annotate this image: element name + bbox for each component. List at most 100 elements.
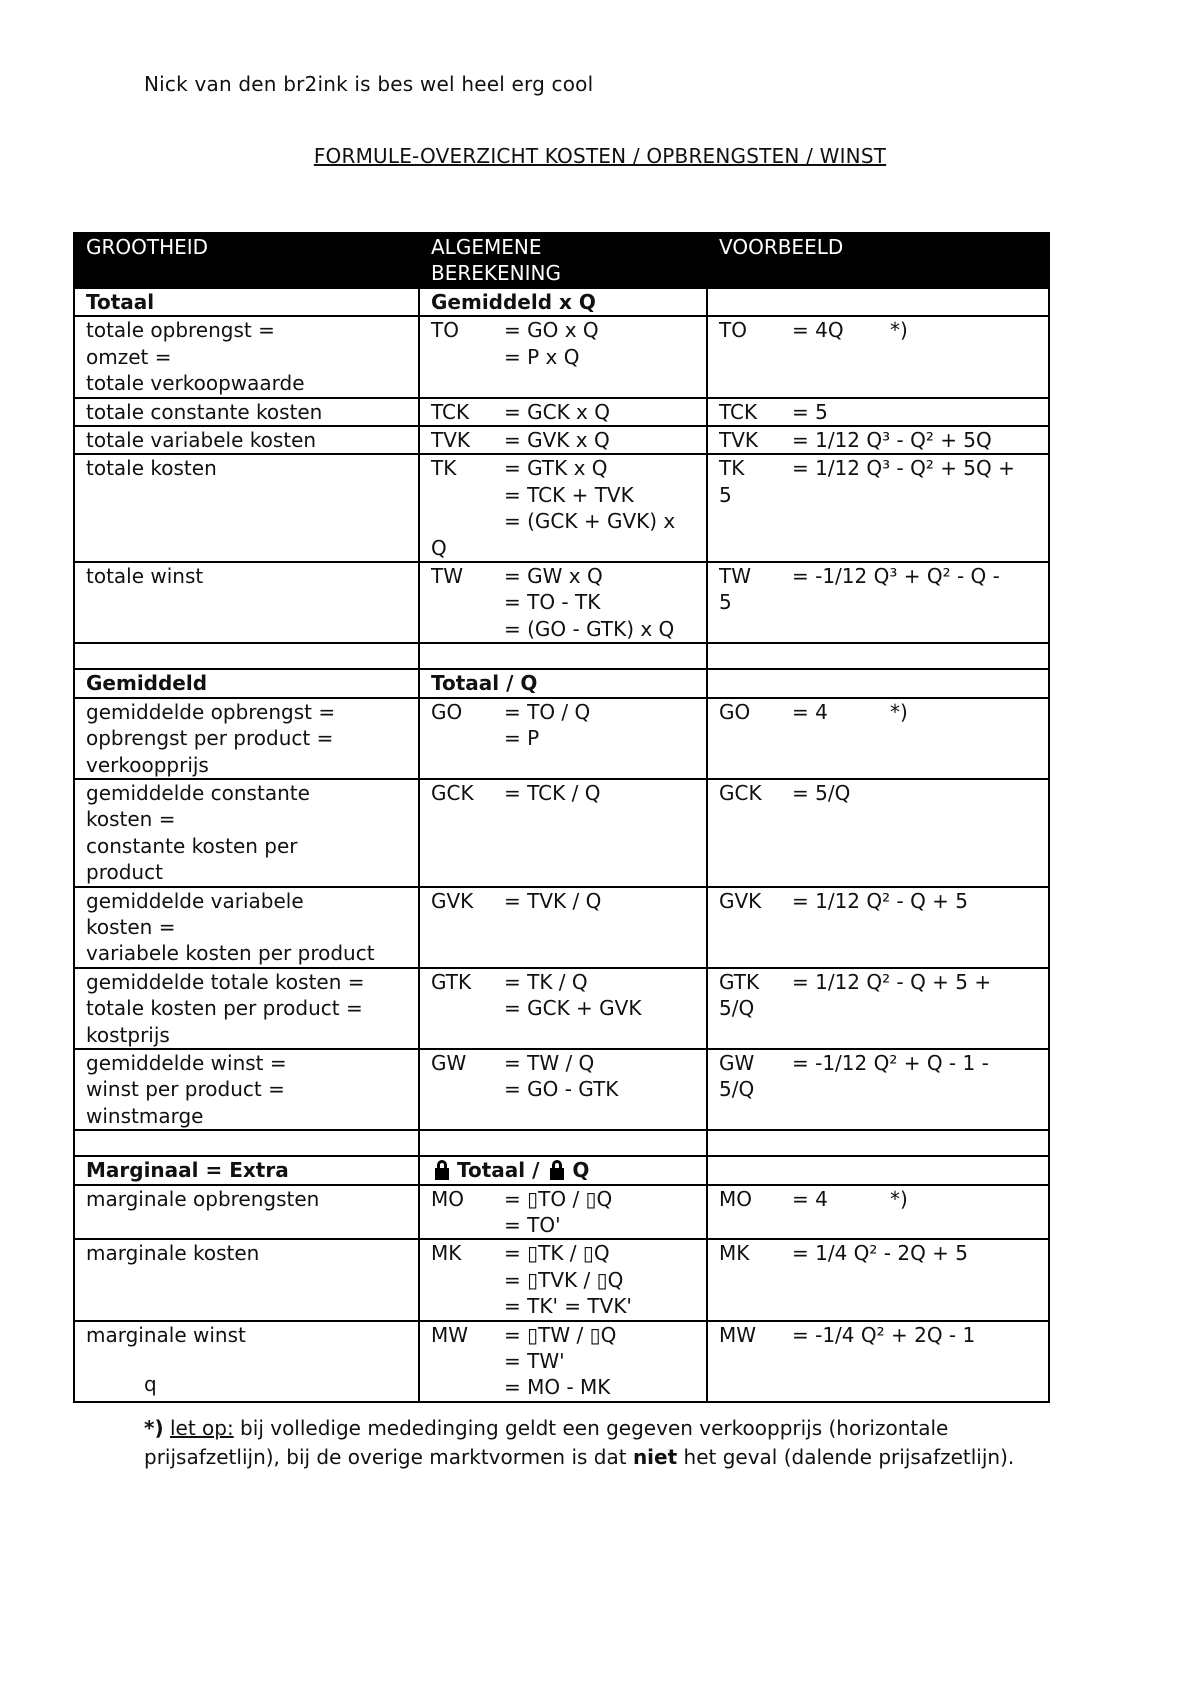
formula-line: TK = GTK x Q	[431, 456, 696, 481]
formula-expression: = ▯TVK / ▯Q	[504, 1267, 624, 1292]
formula-expression: = TK' = TVK'	[504, 1294, 632, 1319]
footnote-text-2: het geval (dalende prijsafzetlijn).	[677, 1445, 1015, 1469]
formula-line: 5	[719, 482, 1038, 508]
formula-symbol: TVK	[719, 428, 759, 453]
formula-symbol: GVK	[431, 888, 474, 913]
formula-symbol: 5/Q	[719, 1077, 755, 1102]
formula-line: TK = 1/12 Q³ - Q² + 5Q +	[719, 456, 1038, 481]
formula-expression: = TW'	[504, 1349, 565, 1374]
quantity-line: winstmarge	[86, 1103, 204, 1128]
formula-line: 5	[719, 589, 1038, 615]
general-formula-cell: MO = ▯TO / ▯Q = TO'	[418, 1183, 708, 1241]
example-cell: MW = -1/4 Q² + 2Q - 1	[706, 1319, 1050, 1403]
quantity-cell: gemiddelde opbrengst = opbrengst per prod…	[73, 696, 420, 780]
formula-symbol: GW	[431, 1050, 467, 1075]
formula-symbol: TW	[431, 564, 463, 589]
formula-symbol	[431, 482, 504, 508]
table-row: gemiddelde opbrengst = opbrengst per prod…	[73, 696, 1050, 780]
formula-line: = TCK + TVK	[431, 482, 696, 508]
formula-expression: = 5/Q	[792, 780, 851, 805]
section-header-row: Marginaal = Extra Totaal / Q	[73, 1155, 1050, 1186]
formula-expression: = TO'	[504, 1213, 561, 1237]
quantity-line: totale variabele kosten	[86, 428, 317, 453]
formula-line: = (GO - GTK) x Q	[431, 616, 696, 641]
example-cell: TK = 1/12 Q³ - Q² + 5Q + 5	[706, 453, 1050, 564]
footnote-niet: niet	[632, 1445, 678, 1469]
footnote-marker: *)	[144, 1416, 164, 1440]
formula-expression: = TCK / Q	[504, 780, 601, 805]
quantity-line: marginale opbrengsten	[86, 1186, 320, 1211]
general-formula-cell: TW = GW x Q = TO - TK = (GO - GTK) x Q	[418, 561, 708, 645]
formula-symbol	[431, 1212, 504, 1237]
formula-expression: = P	[504, 726, 540, 751]
formula-expression: = TO / Q	[504, 699, 591, 724]
formula-line: TVK = 1/12 Q³ - Q² + 5Q	[719, 428, 1038, 453]
quantity-line: gemiddelde winst =	[86, 1050, 287, 1075]
formula-symbol: Q	[431, 535, 447, 560]
formula-line: TW = -1/12 Q³ + Q² - Q -	[719, 564, 1038, 589]
general-formula-cell: TK = GTK x Q = TCK + TVK = (GCK + GVK) x Q	[418, 453, 708, 564]
formula-symbol: GVK	[719, 888, 762, 913]
formula-symbol: TW	[719, 564, 751, 589]
section-formula: Gemiddeld x Q	[418, 286, 708, 318]
quantity-line: opbrengst per product =	[86, 726, 334, 751]
example-cell: TW = -1/12 Q³ + Q² - Q - 5	[706, 561, 1050, 645]
footnote-marker: *)	[890, 1186, 908, 1211]
formula-symbol	[431, 589, 504, 615]
example-cell: GW = -1/12 Q² + Q - 1 - 5/Q	[706, 1047, 1050, 1132]
quantity-line: gemiddelde opbrengst =	[86, 699, 336, 724]
formula-expression: = TO - TK	[504, 590, 601, 615]
formula-symbol: MK	[431, 1241, 462, 1266]
table-row: gemiddelde winst = winst per product = win…	[73, 1047, 1050, 1132]
quantity-cell: totale variabele kosten	[73, 425, 420, 456]
formula-line: = TK' = TVK'	[431, 1293, 696, 1319]
table-row: gemiddelde constante kosten = constante ko…	[73, 777, 1050, 888]
table-row: gemiddelde variabele kosten = variabele ko…	[73, 885, 1050, 969]
example-cell: GCK = 5/Q	[706, 777, 1050, 888]
formula-line: GO = TO / Q	[431, 699, 696, 725]
section-label: Totaal	[73, 286, 420, 318]
formula-line: GVK = TVK / Q	[431, 888, 696, 914]
quantity-cell: marginale winst	[73, 1319, 420, 1403]
formula-line: = P	[431, 725, 696, 751]
formula-line: MO = 4 *)	[719, 1186, 1038, 1212]
section-header-row: Gemiddeld Totaal / Q	[73, 668, 1050, 699]
formula-symbol	[431, 1374, 504, 1399]
formula-symbol	[431, 344, 504, 370]
formula-expression: = TK / Q	[504, 969, 588, 994]
formula-symbol: TCK	[431, 399, 470, 424]
formula-line: TO = 4Q *)	[719, 318, 1038, 343]
formula-expression: = 4	[792, 699, 828, 724]
formula-symbol: TO	[431, 318, 459, 343]
formula-symbol: GTK	[431, 969, 472, 994]
general-formula-cell: GVK = TVK / Q	[418, 885, 708, 969]
formula-expression: = 1/12 Q³ - Q² + 5Q	[792, 428, 992, 453]
quantity-cell: marginale opbrengsten	[73, 1183, 420, 1241]
quantity-cell: gemiddelde variabele kosten = variabele ko…	[73, 885, 420, 969]
formula-expression: = GCK x Q	[504, 399, 610, 424]
section-label: Gemiddeld	[73, 668, 420, 699]
formula-expression: = 4	[792, 1186, 828, 1211]
table-row: totale constante kosten TCK = GCK x Q TCK = …	[73, 396, 1050, 428]
table-row: totale variabele kosten TVK = GVK x Q TVK = …	[73, 425, 1050, 456]
example-cell: GO = 4 *)	[706, 696, 1050, 780]
formula-symbol: MK	[719, 1241, 750, 1266]
empty-cell	[418, 642, 708, 671]
table-row: totale winst TW = GW x Q = TO - TK = (GO - G…	[73, 561, 1050, 645]
quantity-cell: gemiddelde totale kosten = totale kosten …	[73, 966, 420, 1050]
formula-symbol	[431, 725, 504, 751]
formula-symbol: TO	[719, 318, 747, 343]
header-cell: VOORBEELD	[706, 232, 1050, 289]
general-formula-cell: MK = ▯TK / ▯Q = ▯TVK / ▯Q = TK' = TVK'	[418, 1238, 708, 1322]
quantity-line: totale constante kosten	[86, 399, 323, 424]
general-formula-cell: TVK = GVK x Q	[418, 425, 708, 456]
formula-expression: = TVK / Q	[504, 888, 602, 913]
formula-symbol: MW	[719, 1322, 757, 1347]
general-formula-cell: TO = GO x Q = P x Q	[418, 315, 708, 399]
formula-line: GW = -1/12 Q² + Q - 1 -	[719, 1050, 1038, 1076]
formula-symbol: TVK	[431, 428, 471, 453]
section-example	[706, 668, 1050, 699]
formula-symbol: 5/Q	[719, 996, 755, 1021]
quantity-line: kostprijs	[86, 1022, 170, 1047]
formula-expression: = -1/12 Q² + Q - 1 -	[792, 1050, 989, 1075]
